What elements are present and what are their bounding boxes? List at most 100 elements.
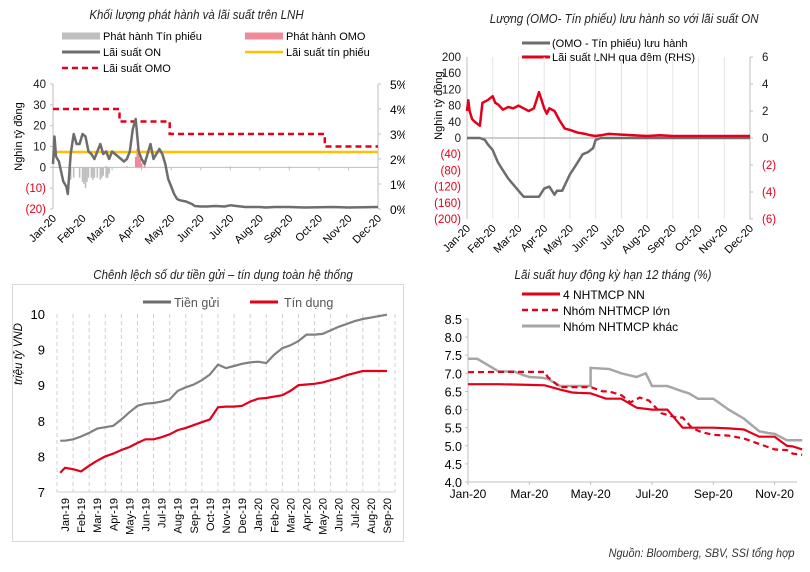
- x-tick-label: Mar-20: [510, 487, 548, 501]
- y-tick-label: 40: [448, 117, 461, 129]
- x-tick-label: Aug-20: [232, 213, 266, 247]
- y-tick-label: 30: [33, 100, 46, 112]
- y-tick-label: 6.0: [445, 404, 462, 418]
- y-tick-label: 20: [33, 121, 46, 133]
- x-tick-label: Jul-20: [636, 487, 669, 501]
- legend-label: Nhóm NHTMCP lớn: [563, 304, 670, 318]
- chart4-title: Lãi suất huy động kỳ hạn 12 tháng (%): [514, 268, 712, 282]
- bar-tin-phieu: [72, 167, 75, 178]
- x-tick-label: Mar-20: [85, 213, 118, 246]
- source-note: Nguồn: Bloomberg, SBV, SSI tổng hợp: [608, 546, 794, 560]
- legend-label: Nhóm NHTMCP khác: [563, 320, 678, 334]
- x-tick-label: May-20: [143, 213, 177, 247]
- x-tick-label: Oct-19: [205, 498, 217, 531]
- y-tick-label: 40: [33, 79, 46, 91]
- legend-label: 4 NHTMCP NN: [563, 288, 645, 302]
- x-tick-label: Feb-20: [56, 213, 89, 246]
- x-tick-label: Jul-20: [350, 498, 362, 528]
- bar-tin-phieu: [83, 167, 85, 184]
- bar-tin-phieu: [93, 167, 96, 178]
- legend-label: Lãi suất LNH qua đêm (RHS): [552, 52, 695, 64]
- bar-omo: [143, 165, 146, 168]
- chart2-title: Lượng (OMO- Tín phiếu) lưu hành so với l…: [489, 12, 759, 26]
- x-tick-label: Apr-20: [301, 498, 313, 531]
- legend-label: Phát hành Tín phiếu: [103, 31, 202, 43]
- y-axis-title: triệu tỷ VND: [13, 323, 25, 385]
- series-line-on-rate: [51, 117, 379, 209]
- x-tick-label: Jan-19: [60, 498, 72, 532]
- x-tick-label: Apr-19: [108, 498, 120, 531]
- y2-tick-label: 4: [762, 79, 769, 91]
- x-tick-label: Nov-20: [321, 213, 355, 247]
- x-tick-label: Mar-20: [491, 223, 524, 256]
- chart1-issuance-rates: Phát hành Tín phiếu Phát hành OMO Lãi suất…: [13, 31, 405, 247]
- y-tick-label: 0: [40, 162, 46, 174]
- x-tick-label: Jun-20: [175, 213, 207, 245]
- x-tick-label: Sep-20: [694, 487, 733, 501]
- bar-tin-phieu: [69, 167, 72, 180]
- x-tick-label: Jun-20: [334, 498, 346, 532]
- y2-tick-label: (4): [762, 187, 776, 199]
- y-tick-label: (20): [26, 204, 47, 216]
- x-tick-label: May-20: [318, 498, 330, 535]
- x-tick-label: Sep-19: [189, 498, 201, 533]
- series-line-omo-rate: [53, 107, 378, 148]
- y-tick-label: 7.5: [445, 349, 462, 363]
- legend-label: Lãi suất ON: [103, 47, 161, 59]
- series-line-omo-minus-tinphieu: [467, 136, 750, 198]
- bar-tin-phieu: [108, 167, 110, 174]
- y-tick-label: (80): [441, 165, 462, 177]
- legend-label: Phát hành OMO: [286, 31, 366, 43]
- series-line-deposits: [60, 313, 388, 442]
- x-tick-label: Dec-20: [351, 213, 385, 247]
- bar-omo: [140, 163, 143, 168]
- y-tick-label: 9: [38, 378, 45, 393]
- y-tick-label: 200: [442, 52, 461, 64]
- y-tick-label: 80: [448, 101, 461, 113]
- x-tick-label: Nov-20: [755, 487, 794, 501]
- y-tick-label: 4.0: [445, 476, 462, 490]
- legend-label: (OMO - Tín phiếu) lưu hành: [552, 38, 688, 50]
- bar-tin-phieu: [81, 167, 84, 182]
- y2-tick-label: 0%: [390, 203, 405, 217]
- x-tick-label: Jun-20: [569, 223, 601, 255]
- y-tick-label: 8: [38, 414, 45, 429]
- bar-tin-phieu: [78, 167, 81, 178]
- x-tick-label: Sep-20: [262, 213, 296, 247]
- legend-label: Tiền gửi: [174, 296, 219, 310]
- x-tick-label: May-20: [571, 487, 611, 501]
- y2-tick-label: 5%: [390, 78, 405, 92]
- y-tick-label: 10: [33, 142, 46, 154]
- y-tick-label: (120): [434, 182, 461, 194]
- y-tick-label: 6.5: [445, 385, 462, 399]
- chart2-omo-vs-on: (OMO - Tín phiếu) lưu hành Lãi suất LNH q…: [433, 38, 776, 257]
- x-tick-label: Jul-19: [157, 498, 169, 528]
- y-tick-label: (160): [434, 198, 461, 210]
- y2-tick-label: 2%: [390, 153, 405, 167]
- y-tick-label: 8.5: [445, 313, 462, 327]
- y2-tick-label: 0: [762, 133, 768, 145]
- chart3-frame: [12, 284, 404, 542]
- x-tick-label: Jan-20: [27, 213, 59, 245]
- bar-omo: [288, 166, 291, 168]
- x-tick-label: Sep-20: [382, 498, 394, 533]
- chart1-title: Khối lượng phát hành và lãi suất trên LN…: [89, 8, 304, 22]
- bar-omo: [126, 166, 128, 168]
- bar-tin-phieu: [99, 167, 102, 180]
- bar-tin-phieu: [96, 167, 99, 178]
- legend-label: Lãi suất OMO: [103, 63, 171, 75]
- bar-tin-phieu: [90, 167, 93, 178]
- bar-tin-phieu: [87, 167, 90, 178]
- bar-omo: [139, 159, 141, 168]
- y-tick-label: (40): [441, 149, 462, 161]
- y-tick-label: 8.0: [445, 331, 462, 345]
- x-tick-label: Jan-20: [450, 487, 487, 501]
- series-line-credit: [59, 369, 387, 474]
- y-axis-title: Nghìn tỷ đồng: [13, 102, 25, 171]
- y2-tick-label: 2: [762, 106, 768, 118]
- y-tick-label: 5.0: [445, 440, 462, 454]
- bar-omo: [105, 166, 107, 168]
- bar-omo: [229, 166, 232, 168]
- x-tick-label: Jan-20: [253, 498, 265, 532]
- y-tick-label: 7.0: [445, 367, 462, 381]
